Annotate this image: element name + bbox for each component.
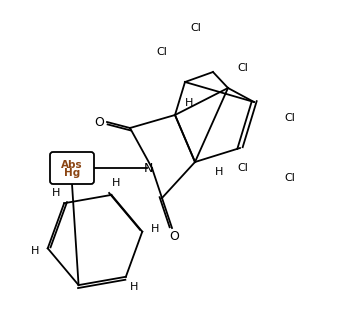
Text: Cl: Cl xyxy=(284,173,296,183)
Text: H: H xyxy=(52,188,60,198)
Text: H: H xyxy=(215,167,223,177)
Text: Hg: Hg xyxy=(64,168,80,178)
Text: O: O xyxy=(94,116,104,129)
Text: N: N xyxy=(143,161,153,174)
Text: H: H xyxy=(151,224,159,234)
Text: H: H xyxy=(31,246,39,256)
Text: Cl: Cl xyxy=(238,63,248,73)
Text: Cl: Cl xyxy=(284,113,296,123)
Text: H: H xyxy=(130,282,139,292)
Text: H: H xyxy=(185,98,193,108)
FancyBboxPatch shape xyxy=(50,152,94,184)
Text: Cl: Cl xyxy=(157,47,168,57)
Text: Cl: Cl xyxy=(238,163,248,173)
Text: H: H xyxy=(112,178,120,188)
Text: Cl: Cl xyxy=(191,23,201,33)
Text: Abs: Abs xyxy=(61,160,83,170)
Text: O: O xyxy=(169,229,179,242)
